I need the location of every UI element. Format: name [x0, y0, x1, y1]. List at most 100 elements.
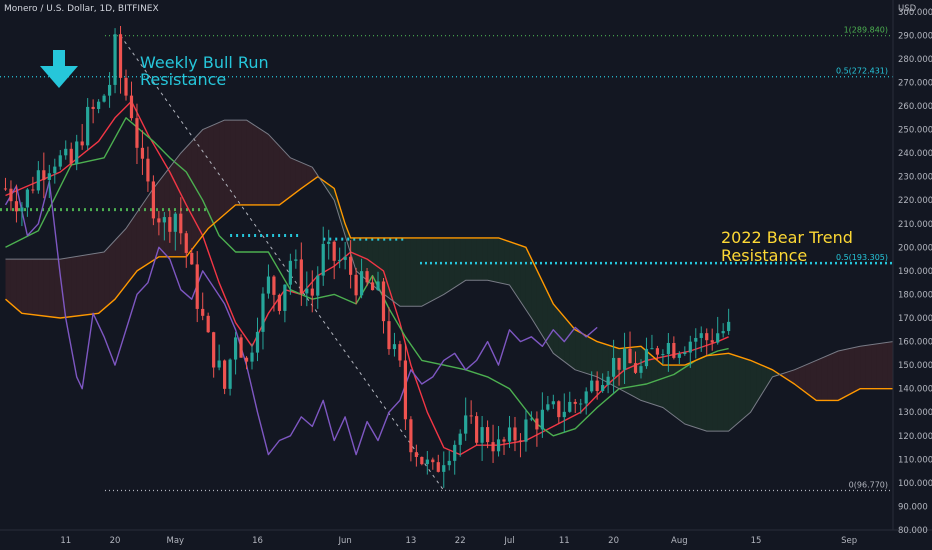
candle-body [332, 241, 336, 261]
candle-body [398, 344, 402, 361]
candle-body [299, 259, 303, 294]
cloud-segment [591, 338, 598, 377]
cloud-segment [449, 237, 455, 291]
cloud-segment [54, 259, 61, 318]
fib-level-label: 0.5(272.431) [836, 67, 888, 76]
candle-body [464, 415, 468, 434]
candle-body [53, 166, 57, 174]
cloud-segment [662, 365, 669, 412]
cloud-segment [673, 365, 680, 420]
cloud-segment [76, 255, 83, 316]
candle-body [590, 380, 594, 392]
candle-body [606, 376, 610, 386]
y-tick-label: 110.000 [898, 455, 932, 465]
weekly-resistance-label-line1: Weekly Bull Run [140, 53, 269, 72]
candle-body [633, 363, 638, 373]
cloud-segment [586, 335, 592, 376]
candle-body [535, 418, 539, 430]
cloud-segment [882, 342, 888, 389]
candle-body [540, 409, 544, 430]
y-tick-label: 200.000 [898, 243, 932, 253]
x-tick-label: May [167, 536, 185, 546]
cloud-segment [810, 360, 817, 401]
cloud-segment [394, 237, 400, 307]
candle-body [562, 411, 566, 418]
x-tick-label: 16 [252, 536, 263, 546]
cloud-segment [712, 354, 718, 432]
candle-body [86, 106, 90, 146]
candle-body [611, 357, 616, 377]
cloud-segment [723, 353, 729, 432]
candle-body [442, 465, 446, 472]
cloud-segment [821, 355, 828, 401]
candle-body [365, 271, 369, 283]
x-tick-label: Sep [841, 536, 857, 546]
candle-body [190, 252, 194, 265]
candle-body [409, 419, 413, 453]
candle-body [727, 321, 731, 332]
cloud-segment [10, 259, 17, 309]
candle-body [91, 106, 95, 109]
cloud-segment [175, 153, 181, 257]
cloud-segment [679, 365, 685, 424]
y-tick-label: 160.000 [898, 338, 932, 348]
y-tick-label: 220.000 [898, 196, 932, 206]
y-tick-label: 190.000 [898, 267, 932, 277]
cloud-segment [580, 332, 587, 374]
candle-body [212, 332, 216, 368]
trend-lines [0, 35, 445, 491]
cloud-segment [164, 167, 170, 257]
candle-body [480, 427, 484, 443]
cloud-segment [109, 240, 116, 304]
fib-level-label: 0(96.770) [849, 480, 888, 489]
cloud-segment [169, 160, 176, 257]
cloud-segment [361, 237, 368, 281]
candle-body [31, 189, 35, 191]
cloud-segment [410, 237, 417, 307]
candle-body [288, 260, 292, 285]
cloud-segment [16, 259, 22, 314]
candle-body [294, 259, 298, 261]
candle-body [58, 155, 62, 167]
candle-body [469, 415, 473, 417]
candle-body [666, 342, 670, 355]
cloud-segment [388, 237, 395, 303]
candle-body [272, 276, 276, 295]
candle-body [261, 293, 265, 332]
candle-body [343, 256, 347, 260]
cloud-segment [509, 241, 515, 294]
cloud-segment [104, 246, 110, 309]
bear-trend-label-line1: 2022 Bear Trend [721, 228, 853, 247]
cloud-segment [493, 237, 499, 283]
cloud-segment [356, 237, 362, 276]
candle-body [184, 233, 188, 253]
cloud-segment [871, 343, 877, 389]
weekly-resistance-label-line2: Resistance [140, 70, 226, 89]
cloud-segment [416, 237, 422, 307]
candle-body [370, 282, 375, 291]
candle-body [102, 95, 106, 102]
candle-body [420, 456, 424, 465]
y-tick-label: 240.000 [898, 149, 932, 159]
y-tick-label: 80.000 [898, 526, 928, 536]
candle-body [677, 353, 681, 358]
y-tick-label: 130.000 [898, 408, 932, 418]
cloud-segment [756, 362, 762, 404]
cloud-segment [328, 184, 335, 201]
candle-body [529, 418, 534, 420]
cloud-segment [553, 303, 559, 358]
candle-body [113, 34, 117, 85]
candle-body [387, 321, 391, 350]
cloud-segment [788, 369, 795, 384]
cloud-segment [273, 140, 280, 205]
y-tick-label: 140.000 [898, 385, 932, 395]
leading-span-b-line [5, 119, 894, 432]
candle-body [146, 158, 150, 182]
cloud-segment [838, 349, 844, 401]
cloud-segment [668, 365, 674, 416]
cloud-segment [739, 356, 746, 422]
candle-body [97, 101, 101, 109]
cloud-segment [438, 237, 444, 298]
